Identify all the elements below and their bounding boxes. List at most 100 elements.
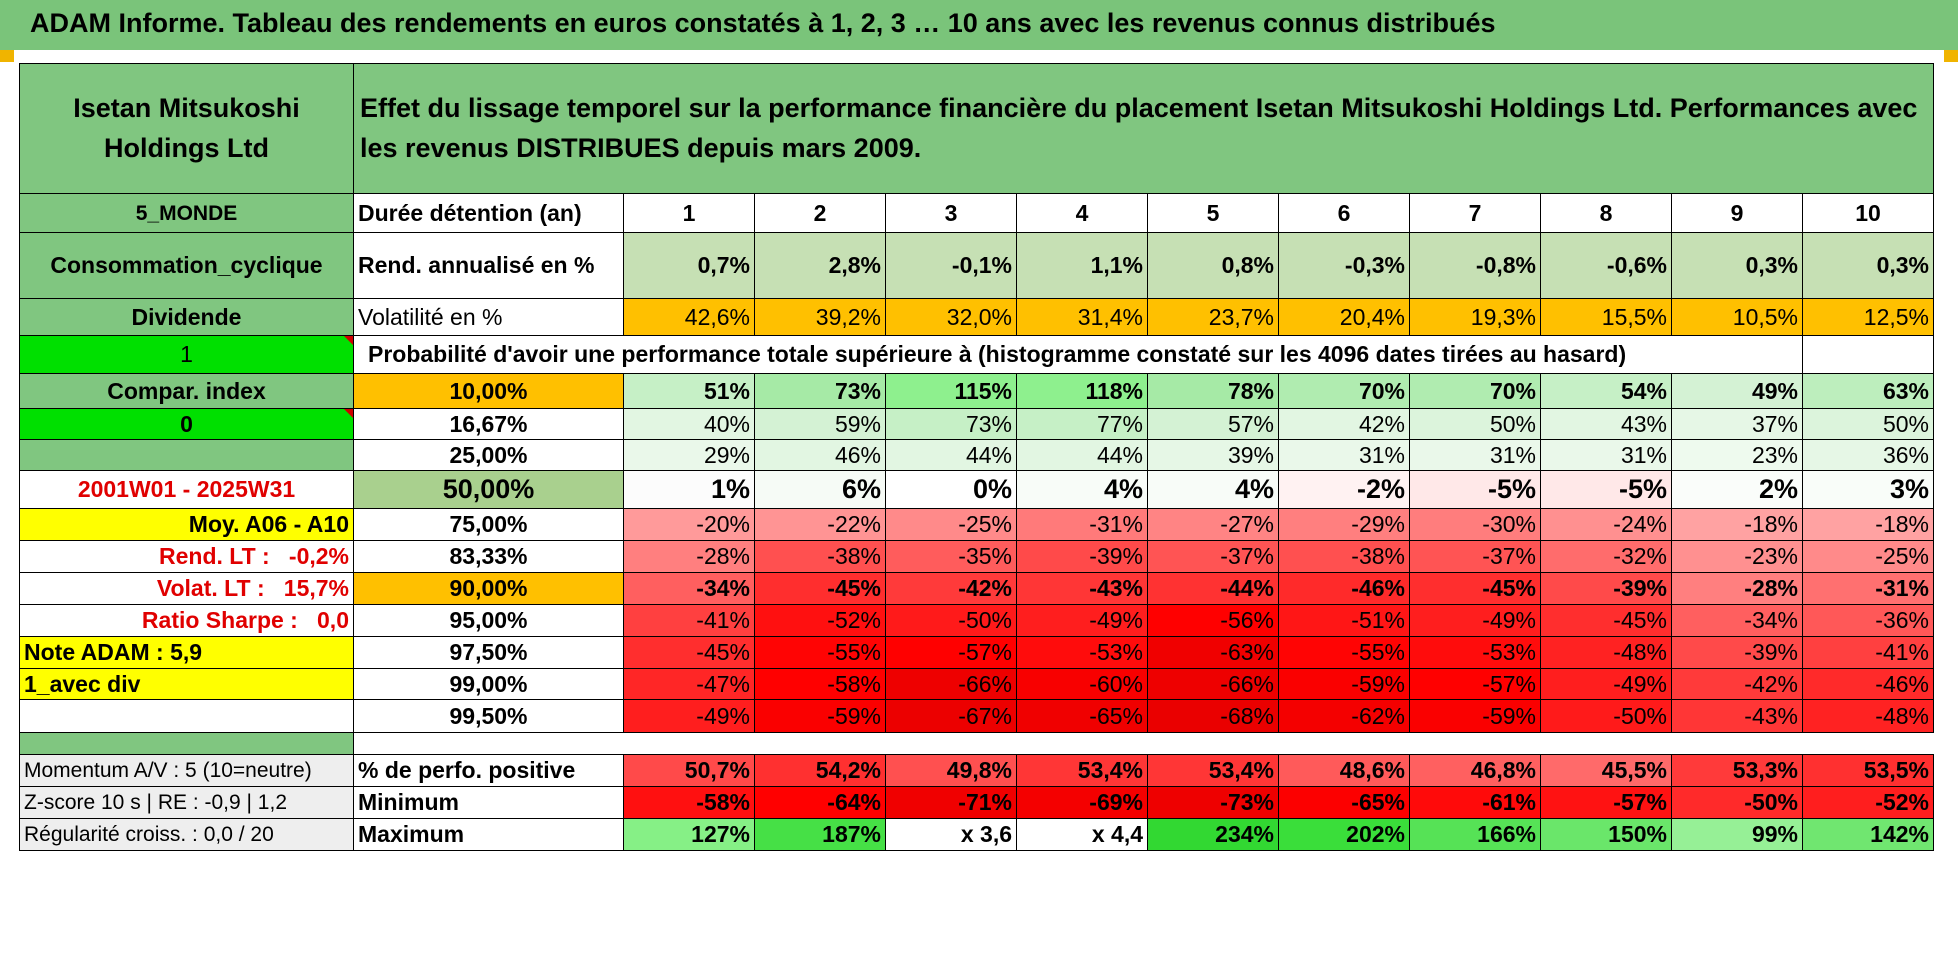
maximum-label: Maximum xyxy=(353,818,624,851)
duration-label: Durée détention (an) xyxy=(353,193,624,233)
probability-value: 2% xyxy=(1671,470,1803,509)
probability-value: 73% xyxy=(885,408,1017,440)
probability-value: -23% xyxy=(1671,540,1803,573)
volat-lt-value: 15,7% xyxy=(283,575,349,601)
table-description: Effet du lissage temporel sur la perform… xyxy=(353,63,1934,194)
probability-value: -37% xyxy=(1409,540,1541,573)
probability-value: -41% xyxy=(1802,636,1934,669)
probability-value: 37% xyxy=(1671,408,1803,440)
report-title: ADAM Informe. Tableau des rendements en … xyxy=(30,8,1496,38)
probability-value: -66% xyxy=(1147,668,1279,700)
rend-label: Rend. annualisé en % xyxy=(353,232,624,299)
probability-value: -43% xyxy=(1671,699,1803,733)
moy-label: Moy. A06 - A10 xyxy=(19,508,354,541)
probability-threshold: 95,00% xyxy=(353,604,624,637)
maximum-value: 150% xyxy=(1540,818,1672,851)
minimum-label: Minimum xyxy=(353,786,624,819)
probability-value: -63% xyxy=(1147,636,1279,669)
probability-value: -20% xyxy=(623,508,755,541)
zone-label: 5_MONDE xyxy=(19,193,354,233)
input-cell-2[interactable]: 0 xyxy=(19,408,354,440)
minimum-value: -64% xyxy=(754,786,886,819)
perf-positive-value: 54,2% xyxy=(754,754,886,787)
side-empty xyxy=(19,699,354,733)
probability-value: 77% xyxy=(1016,408,1148,440)
probability-value: 31% xyxy=(1278,439,1410,471)
minimum-value: -73% xyxy=(1147,786,1279,819)
duration-year: 9 xyxy=(1671,193,1803,233)
probability-value: -67% xyxy=(885,699,1017,733)
sector-label: Consommation_cyclique xyxy=(19,232,354,299)
probability-threshold: 50,00% xyxy=(353,470,624,509)
probability-value: -29% xyxy=(1278,508,1410,541)
probability-value: 29% xyxy=(623,439,755,471)
rend-lt-label: Rend. LT : xyxy=(159,543,270,569)
probability-value: -55% xyxy=(754,636,886,669)
probability-value: -48% xyxy=(1802,699,1934,733)
volat-value: 20,4% xyxy=(1278,298,1410,336)
input-cell-1[interactable]: 1 xyxy=(19,335,354,374)
probability-value: 59% xyxy=(754,408,886,440)
minimum-value: -58% xyxy=(623,786,755,819)
probability-value: 54% xyxy=(1540,373,1672,409)
probability-value: -47% xyxy=(623,668,755,700)
minimum-value: -57% xyxy=(1540,786,1672,819)
probability-value: 70% xyxy=(1409,373,1541,409)
probability-value: 78% xyxy=(1147,373,1279,409)
probability-value: -34% xyxy=(1671,604,1803,637)
volat-value: 15,5% xyxy=(1540,298,1672,336)
probability-value: 44% xyxy=(885,439,1017,471)
probability-value: 36% xyxy=(1802,439,1934,471)
probability-value: -35% xyxy=(885,540,1017,573)
probability-value: -5% xyxy=(1540,470,1672,509)
probability-value: 49% xyxy=(1671,373,1803,409)
probability-value: -18% xyxy=(1671,508,1803,541)
probability-value: -53% xyxy=(1016,636,1148,669)
probability-threshold: 99,50% xyxy=(353,699,624,733)
side-empty xyxy=(19,439,354,471)
probability-value: -2% xyxy=(1278,470,1410,509)
probability-value: 46% xyxy=(754,439,886,471)
probability-value: 31% xyxy=(1540,439,1672,471)
probability-value: -34% xyxy=(623,572,755,605)
probability-value: -46% xyxy=(1802,668,1934,700)
maximum-value: 187% xyxy=(754,818,886,851)
maximum-value: 127% xyxy=(623,818,755,851)
duration-year: 7 xyxy=(1409,193,1541,233)
probability-value: -25% xyxy=(885,508,1017,541)
volat-value: 31,4% xyxy=(1016,298,1148,336)
probability-value: -28% xyxy=(1671,572,1803,605)
probability-value: -52% xyxy=(754,604,886,637)
volat-value: 19,3% xyxy=(1409,298,1541,336)
minimum-value: -52% xyxy=(1802,786,1934,819)
rend-value: 0,3% xyxy=(1671,232,1803,299)
perf-positive-value: 49,8% xyxy=(885,754,1017,787)
title-bar: ADAM Informe. Tableau des rendements en … xyxy=(0,0,1958,50)
probability-value: 39% xyxy=(1147,439,1279,471)
probability-value: -39% xyxy=(1016,540,1148,573)
minimum-value: -71% xyxy=(885,786,1017,819)
probability-value: -49% xyxy=(1540,668,1672,700)
probability-value: -24% xyxy=(1540,508,1672,541)
left-marker xyxy=(0,50,14,62)
probability-value: -37% xyxy=(1147,540,1279,573)
probability-value: -28% xyxy=(623,540,755,573)
sharpe-ratio-label: Ratio Sharpe : xyxy=(141,607,298,633)
probability-value: -5% xyxy=(1409,470,1541,509)
probability-value: -38% xyxy=(754,540,886,573)
probability-value: -45% xyxy=(1540,604,1672,637)
duration-year: 5 xyxy=(1147,193,1279,233)
duration-year: 4 xyxy=(1016,193,1148,233)
probability-value: 3% xyxy=(1802,470,1934,509)
probability-value: -56% xyxy=(1147,604,1279,637)
probability-threshold: 75,00% xyxy=(353,508,624,541)
probability-value: -42% xyxy=(885,572,1017,605)
probability-value: -65% xyxy=(1016,699,1148,733)
probability-value: -50% xyxy=(885,604,1017,637)
probability-value: -59% xyxy=(1409,699,1541,733)
probability-value: 50% xyxy=(1802,408,1934,440)
probability-threshold: 99,00% xyxy=(353,668,624,700)
volat-label: Volatilité en % xyxy=(353,298,624,336)
probability-value: -38% xyxy=(1278,540,1410,573)
probability-value: -32% xyxy=(1540,540,1672,573)
